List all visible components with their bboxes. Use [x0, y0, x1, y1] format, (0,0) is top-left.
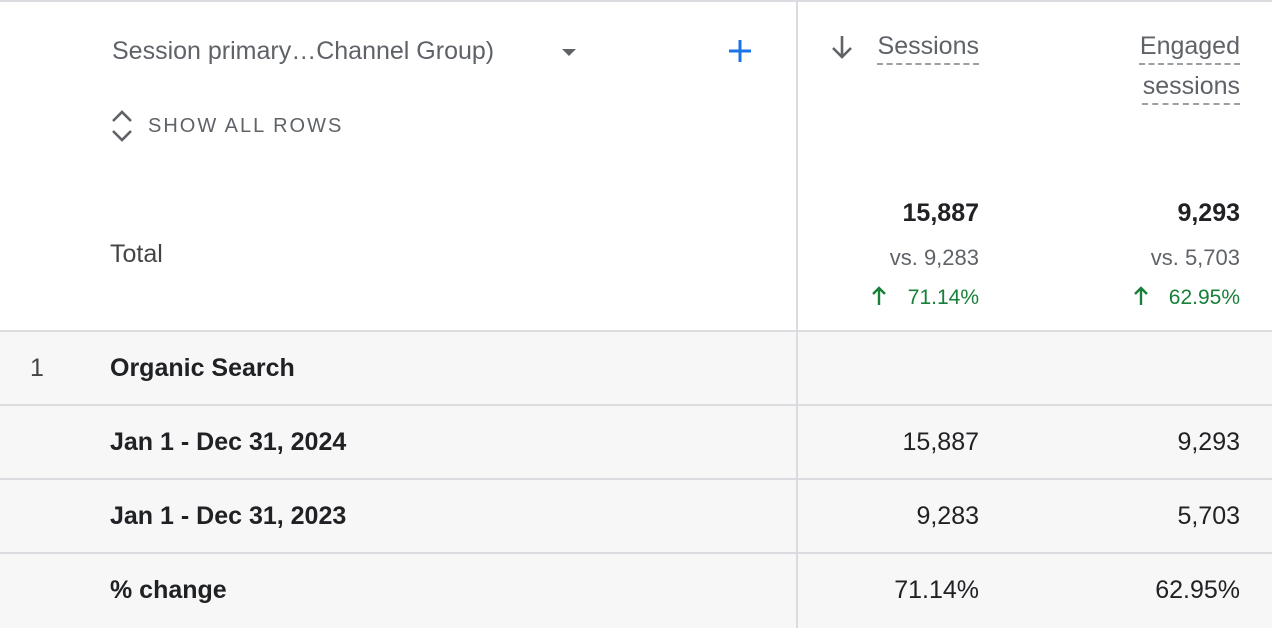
row-divider — [0, 330, 1272, 332]
row-background — [0, 479, 1272, 553]
column-header-text: Sessions — [877, 32, 979, 60]
date-range-label: Jan 1 - Dec 31, 2023 — [110, 502, 347, 530]
date-range-label: Jan 1 - Dec 31, 2024 — [110, 428, 347, 456]
add-dimension-button[interactable] — [726, 37, 754, 65]
show-all-rows-button[interactable]: SHOW ALL ROWS — [148, 115, 344, 137]
up-arrow — [1134, 286, 1148, 305]
row-background — [0, 405, 1272, 479]
row-label: Organic Search — [110, 354, 295, 382]
total-comparison: vs. 9,283 — [889, 245, 979, 270]
dimension-selector[interactable]: Session primary…Channel Group) — [112, 37, 495, 65]
change-label: % change — [110, 576, 227, 604]
up-arrow — [872, 286, 886, 305]
top-border — [0, 0, 1272, 2]
row-background — [0, 553, 1272, 628]
cell-value: 5,703 — [1177, 502, 1240, 530]
dropdown-caret[interactable] — [558, 45, 580, 59]
column-header[interactable]: Sessions — [840, 26, 979, 66]
sort-arrow — [832, 36, 852, 59]
column-header-text: Engaged sessions — [1139, 32, 1240, 100]
cell-value: 71.14% — [894, 576, 979, 604]
row-divider — [0, 478, 1272, 480]
cell-value: 62.95% — [1155, 576, 1240, 604]
column-header[interactable]: Engaged sessions — [1100, 26, 1240, 106]
total-comparison: vs. 5,703 — [1150, 245, 1240, 270]
column-divider — [796, 0, 798, 628]
total-value: 15,887 — [902, 199, 979, 227]
cell-value: 15,887 — [902, 428, 979, 456]
row-index: 1 — [30, 354, 44, 382]
cell-value: 9,283 — [916, 502, 979, 530]
row-background — [0, 331, 1272, 405]
row-divider — [0, 404, 1272, 406]
row-divider — [0, 552, 1272, 554]
total-change: 62.95% — [1168, 286, 1240, 309]
cell-value: 9,293 — [1177, 428, 1240, 456]
total-change: 71.14% — [907, 286, 979, 309]
total-label: Total — [110, 240, 163, 268]
total-value: 9,293 — [1177, 199, 1240, 227]
expand-icon[interactable] — [110, 109, 134, 143]
